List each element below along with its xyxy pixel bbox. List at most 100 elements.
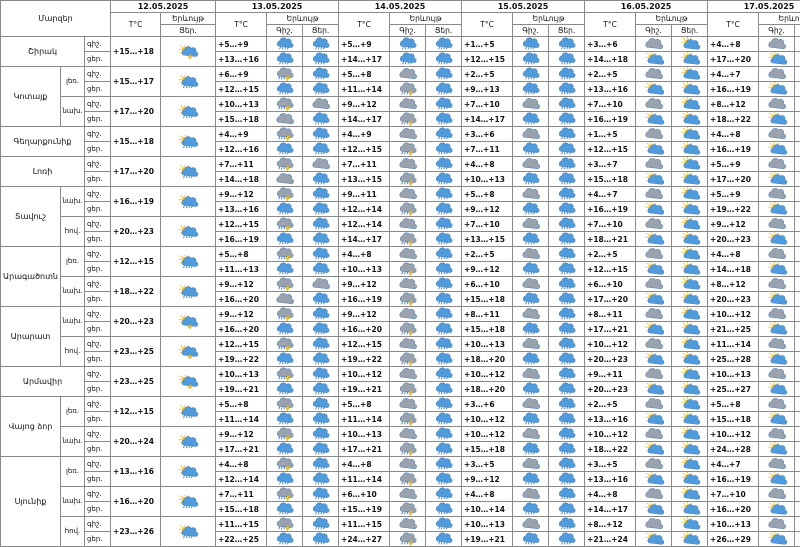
cloud-icon: [390, 427, 426, 442]
cloud-rain-icon: [303, 82, 339, 97]
temperature-range: +9…+12: [339, 307, 390, 322]
tc-header: T°C: [111, 13, 161, 37]
cloud-rain-icon: [303, 67, 339, 82]
cloud-icon: [390, 487, 426, 502]
cloud-rain-thunder-icon: [267, 457, 303, 472]
tc-header: T°C: [216, 13, 267, 37]
day-header: Ցեր.: [426, 25, 462, 37]
temperature-range: +6…+10: [585, 277, 636, 292]
cloud-rain-icon: [426, 307, 462, 322]
temperature-range: +20…+23: [708, 292, 759, 307]
time-of-day: ցեր.: [85, 442, 111, 457]
sun-cloud-icon: [795, 172, 800, 187]
sun-cloud-thunder-icon: [161, 367, 216, 397]
sun-cloud-icon: [759, 322, 795, 337]
cloud-rain-icon: [426, 472, 462, 487]
cloud-rain-icon: [426, 37, 462, 52]
sun-cloud-icon: [759, 172, 795, 187]
temperature-range: +4…+8: [708, 37, 759, 52]
temperature-range: +14…+17: [339, 232, 390, 247]
cloud-icon: [513, 337, 549, 352]
temperature-range: +10…+12: [585, 337, 636, 352]
temperature-range: +4…+8: [216, 457, 267, 472]
sun-cloud-icon: [759, 292, 795, 307]
region-name: Տավուշ: [1, 187, 61, 247]
sun-cloud-icon: [759, 442, 795, 457]
time-of-day: ցեր.: [85, 262, 111, 277]
temperature-range: +9…+12: [462, 472, 513, 487]
sun-cloud-icon: [795, 487, 800, 502]
cloud-rain-icon: [549, 247, 585, 262]
cloud-rain-icon: [303, 487, 339, 502]
temperature-range: +16…+20: [216, 292, 267, 307]
cloud-icon: [513, 517, 549, 532]
cloud-rain-icon: [426, 337, 462, 352]
temperature-range: +20…+23: [585, 352, 636, 367]
temperature-range: +17…+20: [111, 157, 161, 187]
temperature-range: +15…+18: [111, 127, 161, 157]
temperature-range: +12…+15: [111, 397, 161, 427]
cloud-rain-icon: [549, 292, 585, 307]
time-of-day: գիշ.: [85, 37, 111, 52]
cloud-icon: [390, 127, 426, 142]
temperature-range: +10…+12: [585, 427, 636, 442]
cloud-icon: [636, 37, 672, 52]
cloud-icon: [513, 487, 549, 502]
phenomena-header: Երևույթ: [636, 13, 708, 25]
sun-cloud-icon: [672, 202, 708, 217]
temperature-range: +23…+25: [111, 367, 161, 397]
sun-cloud-rain-icon: [161, 157, 216, 187]
table-row: նախ.գիշ.+20…+24+9…+12+10…+13+10…+12+10…+…: [1, 427, 800, 442]
cloud-rain-thunder-icon: [267, 397, 303, 412]
cloud-rain-icon: [426, 442, 462, 457]
temperature-range: +5…+8: [708, 397, 759, 412]
sun-cloud-icon: [795, 262, 800, 277]
cloud-rain-icon: [303, 367, 339, 382]
time-of-day: ցեր.: [85, 142, 111, 157]
temperature-range: +10…+14: [462, 502, 513, 517]
night-header: Գիշ.: [267, 25, 303, 37]
temperature-range: +4…+8: [585, 487, 636, 502]
temperature-range: +8…+12: [708, 277, 759, 292]
cloud-icon: [513, 187, 549, 202]
night-header: Գիշ.: [513, 25, 549, 37]
temperature-range: +25…+27: [708, 382, 759, 397]
temperature-range: +5…+8: [216, 397, 267, 412]
temperature-range: +17…+21: [216, 442, 267, 457]
region-name: Գեղարքունիք: [1, 127, 85, 157]
temperature-range: +14…+18: [708, 262, 759, 277]
zone-label: նախ.: [61, 427, 85, 457]
sun-cloud-icon: [672, 427, 708, 442]
cloud-rain-icon: [513, 112, 549, 127]
sun-cloud-icon: [795, 442, 800, 457]
cloud-rain-icon: [267, 442, 303, 457]
sun-cloud-icon: [795, 202, 800, 217]
night-header: Գիշ.: [390, 25, 426, 37]
time-of-day: գիշ.: [85, 487, 111, 502]
cloud-icon: [636, 217, 672, 232]
cloud-rain-icon: [426, 502, 462, 517]
temperature-range: +19…+21: [216, 382, 267, 397]
cloud-rain-icon: [267, 82, 303, 97]
temperature-range: +15…+18: [462, 292, 513, 307]
temperature-range: +21…+25: [708, 322, 759, 337]
phenomena-header: Երևույթ: [513, 13, 585, 25]
cloud-rain-icon: [303, 382, 339, 397]
cloud-icon: [759, 337, 795, 352]
cloud-rain-icon: [426, 457, 462, 472]
temperature-range: +12…+16: [216, 142, 267, 157]
tc-header: T°C: [339, 13, 390, 37]
region-name: Արագածոտն: [1, 247, 61, 307]
night-header: Գիշ.: [636, 25, 672, 37]
temperature-range: +5…+8: [339, 67, 390, 82]
sun-cloud-icon: [759, 262, 795, 277]
cloud-icon: [636, 397, 672, 412]
cloud-rain-icon: [426, 67, 462, 82]
cloud-rain-icon: [549, 457, 585, 472]
zone-label: նախ.: [61, 277, 85, 307]
region-name: Վայոց ձոր: [1, 397, 61, 457]
temperature-range: +19…+21: [462, 532, 513, 547]
sun-cloud-rain-icon: [161, 187, 216, 217]
temperature-range: +16…+19: [708, 472, 759, 487]
